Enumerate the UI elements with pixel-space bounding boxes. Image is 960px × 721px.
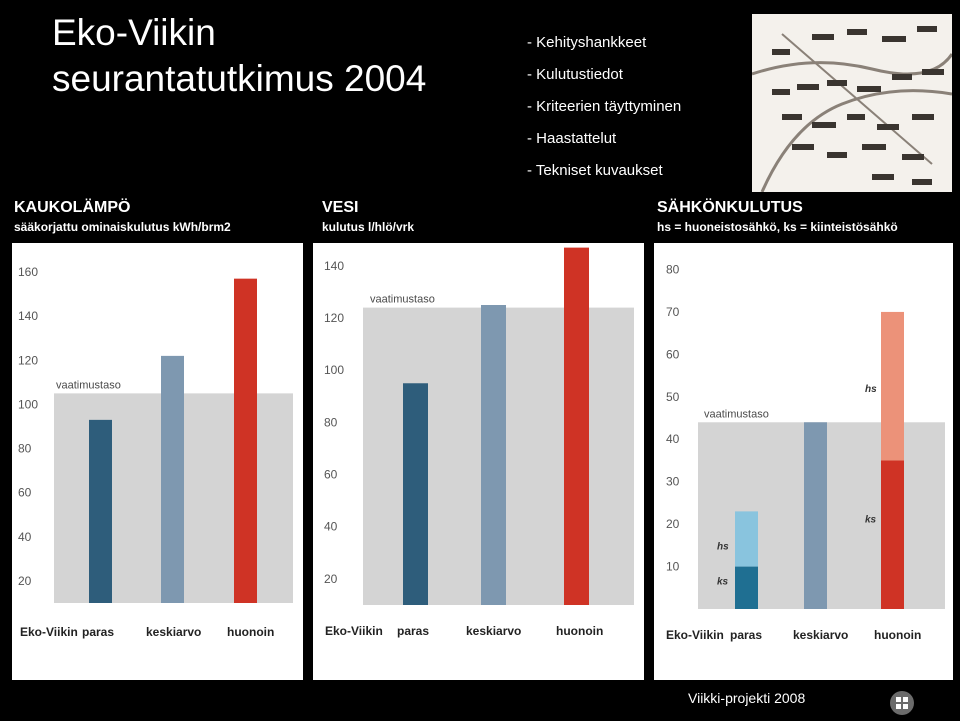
y-tick-label: 20 xyxy=(324,572,338,586)
y-tick-label: 40 xyxy=(324,520,338,534)
water-chart-title: VESI xyxy=(322,199,359,216)
bullet-item: - Kulutustiedot xyxy=(527,66,623,83)
category-label: Eko-Viikin xyxy=(325,624,383,638)
y-tick-label: 10 xyxy=(666,560,680,574)
series-label-hs: hs xyxy=(865,384,877,395)
electricity-chart-title: SÄHKÖNKULUTUS xyxy=(657,199,803,216)
water-chart-subtitle: kulutus l/hlö/vrk xyxy=(322,220,415,234)
water-chart: vaatimustaso 20 40 60 80 100 120 140 Eko-Viikin p… xyxy=(313,243,644,680)
y-tick-label: 50 xyxy=(666,390,680,404)
bar-keskiarvo xyxy=(481,305,506,605)
bar-huonoin xyxy=(564,247,589,605)
y-tick-label: 120 xyxy=(18,353,38,367)
category-label: paras xyxy=(730,628,762,642)
category-label: keskiarvo xyxy=(793,628,848,642)
site-map-image xyxy=(751,14,954,193)
electricity-chart-plot: vaatimustaso 10 20 30 40 50 60 70 80 hs ks hs ks Eko-… xyxy=(666,262,945,642)
y-tick-label: 70 xyxy=(666,305,680,319)
bar-hs-huonoin xyxy=(881,311,904,461)
reference-label: vaatimustaso xyxy=(370,294,435,306)
title-line-2: seurantatutkimus 2004 xyxy=(52,58,427,99)
heat-chart-title: KAUKOLÄMPÖ xyxy=(14,199,131,216)
heat-chart-plot: vaatimustaso 20 40 60 80 100 120 140 160 Eko-Viik… xyxy=(18,265,293,639)
logo-icon xyxy=(889,690,915,716)
y-tick-label: 80 xyxy=(18,442,32,456)
heat-chart: vaatimustaso 20 40 60 80 100 120 140 160 Eko-Viik… xyxy=(12,243,303,680)
y-tick-label: 40 xyxy=(18,530,32,544)
bar-ks-Eko-Viikin xyxy=(735,566,758,609)
bullet-item: - Tekniset kuvaukset xyxy=(527,162,663,179)
bullet-item: - Kehityshankkeet xyxy=(527,34,647,51)
category-label: huonoin xyxy=(227,625,274,639)
reference-label: vaatimustaso xyxy=(704,408,769,420)
bar-ks-huonoin xyxy=(881,460,904,609)
category-label: Eko-Viikin xyxy=(666,628,724,642)
y-tick-label: 120 xyxy=(324,311,344,325)
title-line-1: Eko-Viikin xyxy=(52,12,216,53)
category-label: paras xyxy=(82,625,114,639)
category-label: huonoin xyxy=(874,628,921,642)
slide-title: Eko-Viikin seurantatutkimus 2004 xyxy=(52,10,426,102)
y-tick-label: 20 xyxy=(666,517,680,531)
category-label: huonoin xyxy=(556,624,603,638)
bullet-list: - Kehityshankkeet - Kulutustiedot - Krit… xyxy=(527,32,681,192)
y-tick-label: 20 xyxy=(18,574,32,588)
bullet-item: - Kriteerien täyttyminen xyxy=(527,98,682,115)
category-label: Eko-Viikin xyxy=(20,625,78,639)
series-label-ks: ks xyxy=(717,577,729,588)
category-label: keskiarvo xyxy=(146,625,201,639)
y-tick-label: 80 xyxy=(666,262,680,276)
electricity-chart-subtitle: hs = huoneistosähkö, ks = kiinteistösähk… xyxy=(657,220,898,234)
y-tick-label: 40 xyxy=(666,432,680,446)
bar-hs-Eko-Viikin xyxy=(735,511,758,567)
footer-text: Viikki-projekti 2008 xyxy=(688,690,806,706)
bar-paras xyxy=(403,383,428,605)
reference-label: vaatimustaso xyxy=(56,379,121,391)
y-tick-label: 80 xyxy=(324,415,338,429)
y-tick-label: 140 xyxy=(324,259,344,273)
y-tick-label: 100 xyxy=(18,397,38,411)
bar-huonoin xyxy=(234,278,257,603)
y-tick-label: 160 xyxy=(18,265,38,279)
y-tick-label: 30 xyxy=(666,475,680,489)
y-tick-label: 60 xyxy=(666,347,680,361)
y-tick-label: 100 xyxy=(324,363,344,377)
y-tick-label: 140 xyxy=(18,309,38,323)
bar-paras xyxy=(89,419,112,603)
electricity-chart: vaatimustaso 10 20 30 40 50 60 70 80 hs ks hs ks Eko-… xyxy=(654,243,953,680)
water-chart-plot: vaatimustaso 20 40 60 80 100 120 140 Eko-Viikin p… xyxy=(324,247,634,638)
category-label: keskiarvo xyxy=(466,624,521,638)
series-label-hs: hs xyxy=(717,541,729,552)
heat-chart-subtitle: sääkorjattu ominaiskulutus kWh/brm2 xyxy=(14,220,231,234)
bar-ks-keskiarvo xyxy=(804,422,827,609)
category-label: paras xyxy=(397,624,429,638)
y-tick-label: 60 xyxy=(324,468,338,482)
bullet-item: - Haastattelut xyxy=(527,130,617,147)
series-label-ks: ks xyxy=(865,514,877,525)
y-tick-label: 60 xyxy=(18,486,32,500)
bar-keskiarvo xyxy=(161,355,184,603)
